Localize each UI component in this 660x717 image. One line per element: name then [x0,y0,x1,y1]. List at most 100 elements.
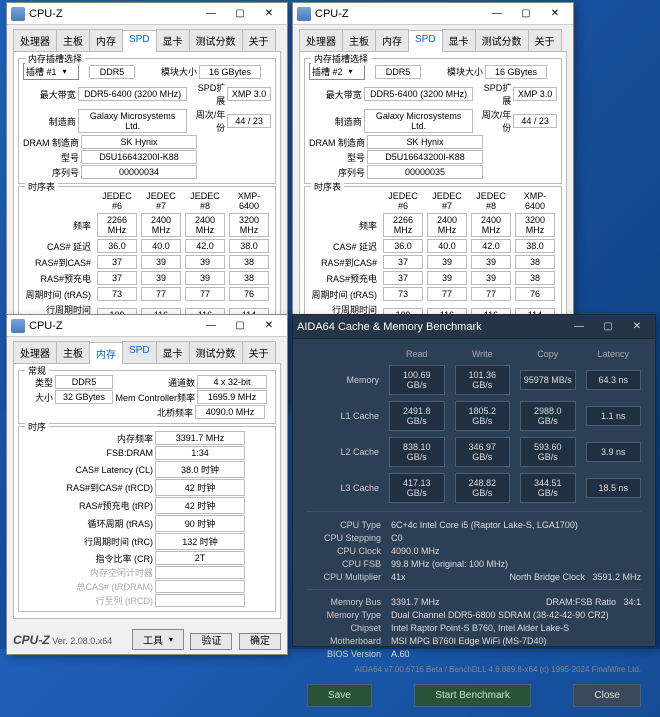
serial-value: 00000034 [81,165,197,179]
mem-row-label: 行至列 (tRCD) [23,594,153,607]
part-value: D5U16643200I-K88 [81,150,197,164]
tab-主板[interactable]: 主板 [342,29,376,51]
tab-测试分数[interactable]: 测试分数 [475,29,529,51]
close-button[interactable]: Close [573,684,641,707]
tab-测试分数[interactable]: 测试分数 [189,29,243,51]
maximize-button[interactable]: ▢ [594,318,622,336]
aida-cell: 1.1 ns [586,406,642,426]
aida-row-label: Memory [307,375,379,385]
timing-cell: 39 [185,271,225,285]
tab-显卡[interactable]: 显卡 [442,29,476,51]
tab-SPD[interactable]: SPD [122,30,157,52]
close-button[interactable]: ✕ [623,318,651,336]
label: 最大带宽 [23,88,76,101]
tab-关于[interactable]: 关于 [528,29,562,51]
mem-row-label: RAS#预充电 (tRP) [23,499,153,512]
tab-显卡[interactable]: 显卡 [156,29,190,51]
timing-cell: 73 [383,287,423,301]
aida-info-value: MSI MPG B760I Edge WiFi (MS-7D40) [391,636,641,646]
aida-col-header: Latency [586,349,642,359]
tab-关于[interactable]: 关于 [242,341,276,363]
mem-type: DDR5 [375,65,421,79]
aida-info-key: Memory Bus [307,597,391,607]
titlebar[interactable]: CPU-Z — ▢ ✕ [293,3,573,25]
label: DRAM 制造商 [309,136,365,149]
tabs: 处理器主板内存SPD显卡测试分数关于 [293,25,573,51]
timing-cell: 38 [229,255,269,269]
tab-测试分数[interactable]: 测试分数 [189,341,243,363]
timing-cell: 77 [185,287,225,301]
mem-row-label: CAS# Latency (CL) [23,465,153,475]
slot-select[interactable]: 插槽 #2 [309,63,365,80]
tab-处理器[interactable]: 处理器 [13,29,57,51]
close-button[interactable]: ✕ [255,5,283,23]
timing-cell: 2400 MHz [141,213,181,237]
tab-显卡[interactable]: 显卡 [156,341,190,363]
titlebar[interactable]: CPU-Z — ▢ ✕ [7,315,287,337]
maximize-button[interactable]: ▢ [512,5,540,23]
mem-row-label: 行周期时间 (tRC) [23,535,153,548]
minimize-button[interactable]: — [197,5,225,23]
mfr-value: Galaxy Microsystems Ltd. [364,109,474,133]
size-value: 32 GBytes [55,390,113,404]
timing-cell: 42.0 [185,239,225,253]
max-bw-value: DDR5-6400 (3200 MHz) [364,87,474,101]
minimize-button[interactable]: — [197,317,225,335]
tab-主板[interactable]: 主板 [56,341,90,363]
mem-row-value: 2T [155,551,245,565]
titlebar[interactable]: AIDA64 Cache & Memory Benchmark — ▢ ✕ [293,315,655,339]
tools-button[interactable]: 工具 [132,629,184,650]
tab-主板[interactable]: 主板 [56,29,90,51]
cpuz-icon [297,7,311,21]
serial-value: 00000035 [367,165,483,179]
tab-关于[interactable]: 关于 [242,29,276,51]
ok-button[interactable]: 确定 [239,633,281,650]
mem-row-label: 指令比率 (CR) [23,552,153,565]
titlebar[interactable]: CPU-Z — ▢ ✕ [7,3,287,25]
mem-row-value: 90 时钟 [155,515,245,532]
maximize-button[interactable]: ▢ [226,317,254,335]
label: 型号 [23,151,79,164]
verify-button[interactable]: 验证 [190,633,232,650]
window-title: CPU-Z [29,8,63,20]
start-benchmark-button[interactable]: Start Benchmark [414,684,530,707]
slot-fieldset: 内存插槽选择 插槽 #1 DDR5 模块大小 16 GBytes 最大带宽 DD… [18,58,276,184]
minimize-button[interactable]: — [565,318,593,336]
label: 最大带宽 [309,88,362,101]
footer: CPU-Z Ver. 2.08.0.x64 工具 验证 确定 [7,625,287,654]
aida-cell: 101.36 GB/s [455,365,511,395]
tab-SPD[interactable]: SPD [122,341,157,363]
mem-row-label: 内存频率 [23,432,153,445]
close-button[interactable]: ✕ [541,5,569,23]
timing-cell: 37 [97,271,137,285]
timing-cell: 37 [97,255,137,269]
cpuz-logo: CPU-Z [13,633,50,647]
tab-内存[interactable]: 内存 [89,342,123,364]
maximize-button[interactable]: ▢ [226,5,254,23]
aida-info-key: CPU Multiplier [307,572,391,582]
timing-cell: 40.0 [141,239,181,253]
mem-row-value: 38.0 时钟 [155,461,245,478]
tab-SPD[interactable]: SPD [408,30,443,52]
tab-处理器[interactable]: 处理器 [299,29,343,51]
aida-bench-row: L2 Cache838.10 GB/s346.97 GB/s593.60 GB/… [307,437,641,467]
timing-cell: 38 [229,271,269,285]
tab-内存[interactable]: 内存 [375,29,409,51]
timing-cell: 3200 MHz [229,213,269,237]
save-button[interactable]: Save [307,684,372,707]
slot-select[interactable]: 插槽 #1 [23,63,79,80]
mem-row-value [155,566,245,579]
aida-cell: 18.5 ns [586,478,642,498]
timing-legend: 时序表 [311,180,344,193]
mod-size-value: 16 GBytes [485,65,547,79]
label: 周次/年份 [475,108,511,134]
tab-内存[interactable]: 内存 [89,29,123,51]
aida-cell: 3.9 ns [586,442,642,462]
close-button[interactable]: ✕ [255,317,283,335]
minimize-button[interactable]: — [483,5,511,23]
tab-处理器[interactable]: 处理器 [13,341,57,363]
timing-cell: 2400 MHz [185,213,225,237]
mem-row-label: 总CAS# (tRDRAM) [23,580,153,593]
aida-cell: 100.69 GB/s [389,365,445,395]
timing-cell: 38 [515,255,555,269]
